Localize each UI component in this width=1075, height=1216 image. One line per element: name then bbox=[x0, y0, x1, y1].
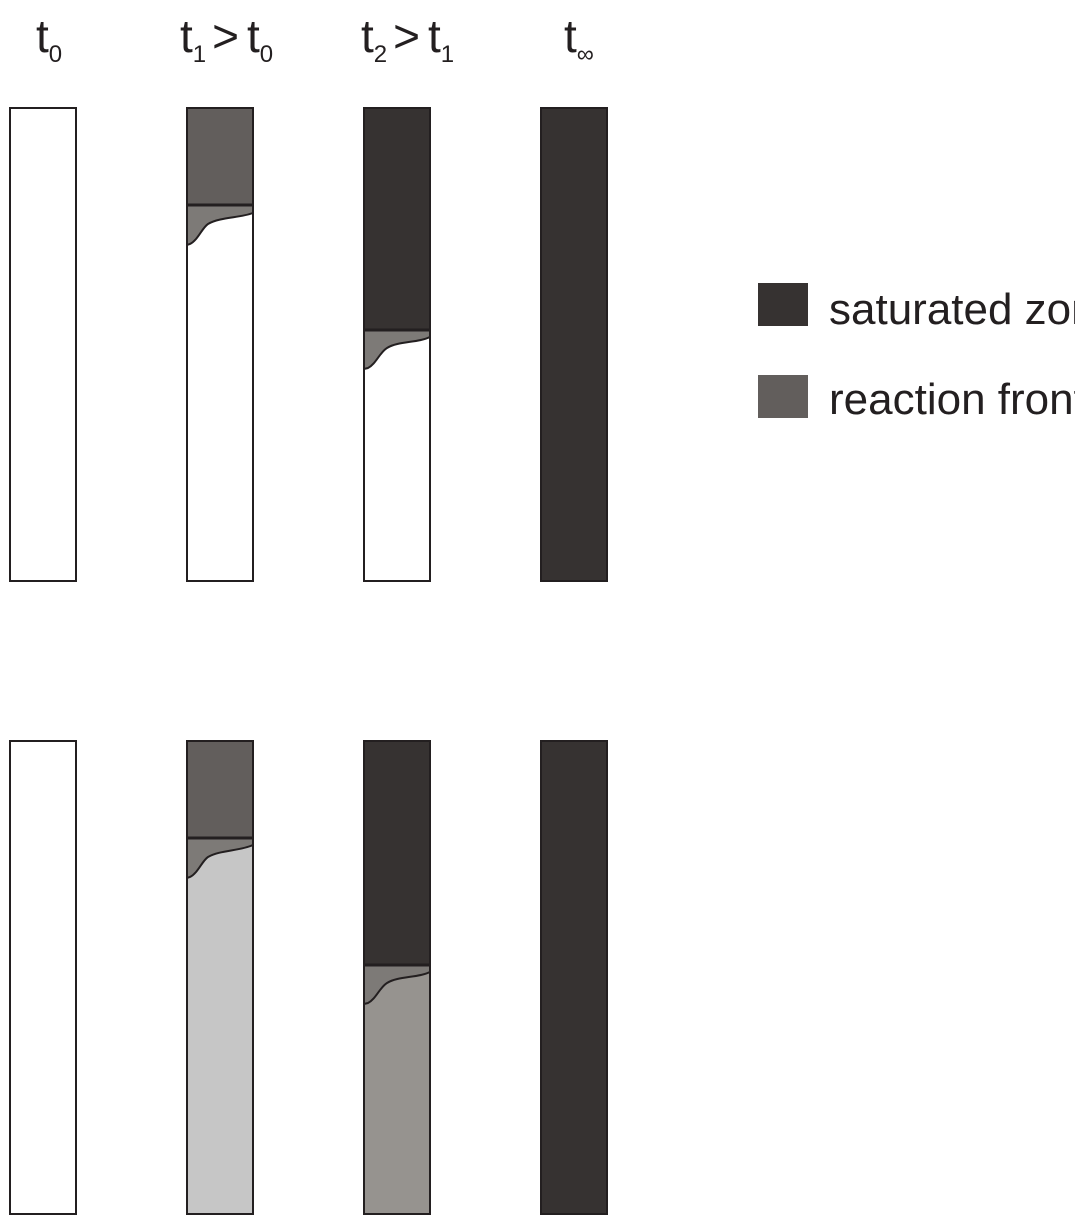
row-2-columns bbox=[9, 740, 608, 1215]
column-outline bbox=[363, 740, 431, 1215]
column-t2 bbox=[363, 740, 431, 1215]
column-t0 bbox=[9, 107, 77, 582]
column-t1 bbox=[186, 740, 254, 1215]
legend-swatch-saturated bbox=[758, 283, 808, 326]
reaction-front bbox=[186, 204, 254, 247]
saturated-region bbox=[364, 108, 430, 330]
column-t0 bbox=[9, 740, 77, 1215]
saturated-region bbox=[187, 108, 253, 205]
column-headers: t0 t1 > t0 t2 > t1 t∞ bbox=[36, 10, 594, 68]
legend-label-reaction-front: reaction front bbox=[829, 375, 1075, 424]
row-1-columns bbox=[9, 107, 608, 582]
column-t-infinity bbox=[540, 740, 608, 1215]
saturated-region bbox=[364, 741, 430, 965]
reaction-front bbox=[363, 329, 431, 371]
header-t-infinity: t∞ bbox=[564, 10, 594, 68]
legend-label-saturated: saturated zone bbox=[829, 285, 1075, 334]
header-t2: t2 > t1 bbox=[361, 10, 454, 68]
reaction-front bbox=[186, 837, 254, 880]
header-t0: t0 bbox=[36, 10, 62, 68]
reaction-front bbox=[363, 964, 431, 1006]
legend-swatch-reaction-front bbox=[758, 375, 808, 418]
saturated-region bbox=[187, 741, 253, 838]
column-t-infinity bbox=[540, 107, 608, 582]
legend: saturated zone reaction front bbox=[758, 283, 1075, 424]
column-outline bbox=[186, 740, 254, 1215]
column-outline bbox=[363, 107, 431, 582]
column-outline bbox=[186, 107, 254, 582]
column-t2 bbox=[363, 107, 431, 582]
header-t1: t1 > t0 bbox=[180, 10, 273, 68]
column-t1 bbox=[186, 107, 254, 582]
